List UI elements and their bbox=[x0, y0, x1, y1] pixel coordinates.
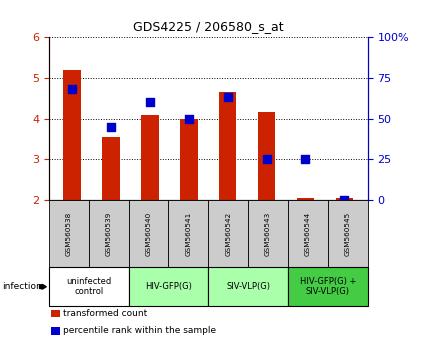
Text: uninfected
control: uninfected control bbox=[66, 277, 111, 296]
Title: GDS4225 / 206580_s_at: GDS4225 / 206580_s_at bbox=[133, 20, 283, 33]
Point bbox=[263, 156, 270, 162]
Point bbox=[341, 197, 348, 203]
Bar bbox=[258, 113, 275, 200]
Text: HIV-GFP(G) +
SIV-VLP(G): HIV-GFP(G) + SIV-VLP(G) bbox=[300, 277, 356, 296]
Text: GSM560541: GSM560541 bbox=[185, 212, 191, 256]
Text: GSM560543: GSM560543 bbox=[265, 212, 271, 256]
Text: percentile rank within the sample: percentile rank within the sample bbox=[63, 326, 216, 336]
Bar bbox=[336, 198, 353, 200]
Text: GSM560538: GSM560538 bbox=[66, 212, 72, 256]
Text: GSM560545: GSM560545 bbox=[345, 212, 351, 256]
Bar bbox=[297, 198, 314, 200]
Point bbox=[224, 95, 231, 100]
Text: GSM560544: GSM560544 bbox=[305, 212, 311, 256]
Text: GSM560539: GSM560539 bbox=[106, 212, 112, 256]
Point bbox=[108, 124, 114, 130]
Point bbox=[185, 116, 192, 121]
Point bbox=[69, 86, 76, 92]
Bar bbox=[141, 115, 159, 200]
Text: SIV-VLP(G): SIV-VLP(G) bbox=[226, 282, 270, 291]
Text: GSM560542: GSM560542 bbox=[225, 212, 231, 256]
Point bbox=[302, 156, 309, 162]
Text: infection: infection bbox=[2, 282, 42, 291]
Text: transformed count: transformed count bbox=[63, 309, 147, 318]
Bar bbox=[180, 119, 198, 200]
Bar bbox=[219, 92, 236, 200]
Bar bbox=[102, 137, 120, 200]
Bar bbox=[63, 70, 81, 200]
Text: HIV-GFP(G): HIV-GFP(G) bbox=[145, 282, 192, 291]
Point bbox=[147, 99, 153, 105]
Text: GSM560540: GSM560540 bbox=[145, 212, 151, 256]
